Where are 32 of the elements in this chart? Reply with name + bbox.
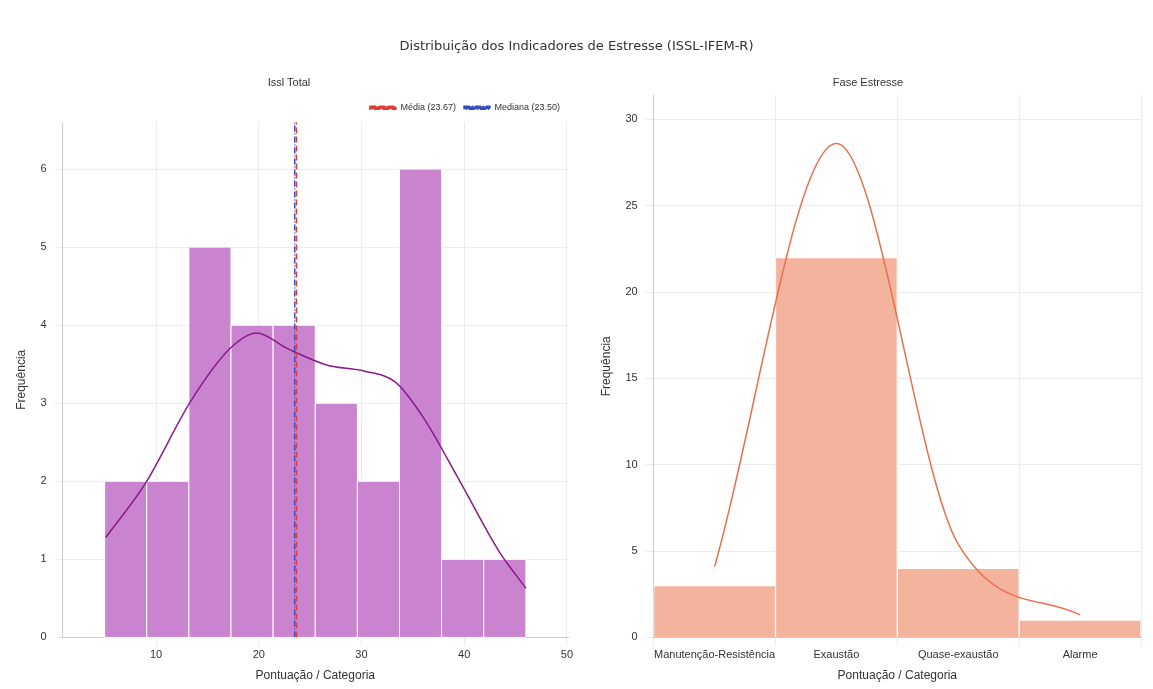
y-tick-label: 2 — [40, 474, 47, 487]
chart-title: Issl Total — [267, 75, 311, 88]
y-tick-label: 1 — [40, 552, 47, 565]
x-tick-label: Alarme — [1062, 648, 1098, 661]
y-tick-label: 30 — [625, 112, 638, 125]
legend-label: Mediana (23.50) — [494, 102, 561, 113]
x-tick-label: 50 — [560, 648, 574, 661]
y-tick-label: 20 — [625, 285, 638, 298]
y-axis-title: Frequência — [598, 335, 613, 397]
y-tick-label: 0 — [631, 630, 638, 643]
y-tick-label: 5 — [40, 240, 47, 253]
y-tick-label: 4 — [40, 318, 47, 331]
x-axis-title: Pontuação / Categoria — [255, 668, 376, 683]
legend-label: Média (23.67) — [400, 102, 456, 113]
y-axis-title: Frequência — [13, 349, 28, 410]
y-tick-label: 0 — [40, 630, 47, 643]
y-tick-label: 3 — [40, 396, 47, 409]
chart-title: Fase Estresse — [832, 75, 904, 88]
x-tick-label: 40 — [458, 648, 471, 661]
x-tick-label: 20 — [252, 648, 265, 661]
x-tick-label: Manutenção-Resistência — [654, 648, 776, 661]
y-tick-label: 15 — [625, 371, 638, 384]
y-tick-label: 5 — [631, 544, 638, 557]
x-tick-label: 30 — [355, 648, 368, 661]
text: Distribuição dos Indicadores de Estresse (ISSL-IFEM-R) — [398, 38, 755, 53]
x-tick-label: Quase-exaustão — [917, 648, 999, 661]
y-tick-label: 10 — [625, 457, 638, 470]
y-tick-label: 25 — [625, 198, 638, 211]
x-axis-title: Pontuação / Categoria — [837, 668, 958, 683]
y-tick-label: 6 — [40, 162, 47, 175]
x-tick-label: 10 — [149, 648, 163, 661]
x-tick-label: Exaustão — [813, 648, 860, 661]
